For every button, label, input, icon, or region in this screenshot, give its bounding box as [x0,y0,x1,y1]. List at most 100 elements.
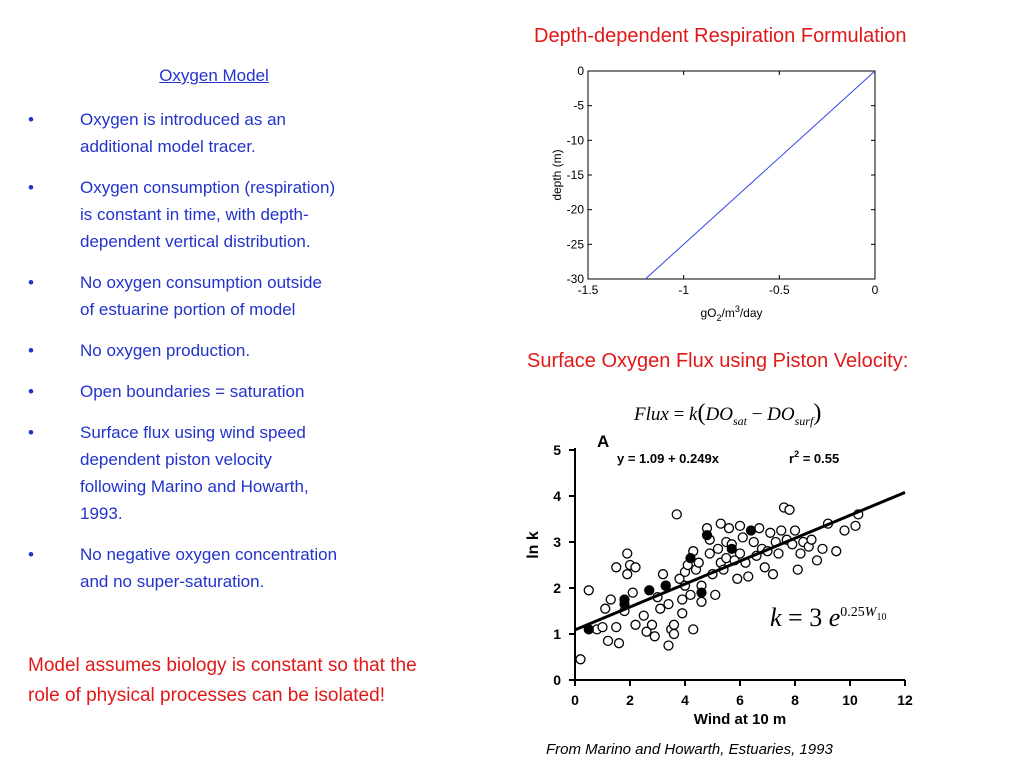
open-data-point [850,520,861,532]
scatter-y-tick-label: 0 [553,672,561,688]
open-data-point [668,619,680,630]
open-data-point [583,585,594,596]
open-data-point [638,610,649,621]
conclusion-text: Model assumes biology is constant so tha… [28,655,417,706]
open-data-point [704,548,715,559]
bullet-item: • Open boundaries = saturation [28,378,400,405]
scatter-y-tick-label: 4 [553,488,561,504]
open-data-point [655,603,666,614]
open-data-point [622,548,633,559]
open-data-point [767,569,779,580]
open-data-point [646,619,658,630]
open-data-point [677,608,688,619]
open-data-point [773,548,784,559]
open-data-point [605,594,616,605]
open-data-point [611,621,622,633]
bullet-item: • Oxygen consumption (respiration) is cons… [28,174,400,255]
open-data-point [575,654,586,665]
open-data-point [600,603,611,614]
bullet-item: • Oxygen is introduced as an additional mo… [28,106,400,160]
scatter-y-tick-label: 2 [553,580,561,596]
depth-plot-frame [587,70,876,280]
scatter-x-tick-label: 8 [791,692,799,708]
r-squared-label: r2 = 0.55 [789,449,839,466]
filled-data-point [726,543,737,555]
open-data-point [693,557,704,568]
scatter-y-tick-label: 5 [553,442,561,458]
open-data-point [734,520,746,532]
oxygen-model-heading: Oxygen Model [159,66,269,85]
depth-x-axis-label: gO2/m3/day [700,304,762,323]
depth-y-tick-label: -30 [567,272,585,286]
scatter-x-tick-label: 12 [897,692,913,708]
bullet-dot: • [28,341,34,360]
bullet-dot: • [28,382,34,401]
filled-data-point [745,525,757,536]
filled-data-point [696,587,707,598]
open-data-point [721,552,732,564]
scatter-y-tick-label: 3 [553,534,561,550]
open-data-point [696,596,707,607]
depth-profile-chart: -1.5 -1 -0.5 0 0 -5 -10 -15 -20 -25 -30 gO2/m3/day… [550,64,879,323]
open-data-point [759,562,770,573]
open-data-point [657,569,669,580]
citation: From Marino and Howarth, Estuaries, 1993 [546,741,833,758]
open-data-point [597,621,608,633]
open-data-point [715,518,726,529]
open-data-point [732,573,743,584]
bullet-item: • No negative oxygen concentration and no … [28,541,400,595]
open-data-point [649,631,660,642]
depth-x-tick-label: -1.5 [578,283,599,297]
filled-data-point [685,552,696,564]
open-data-point [688,624,699,635]
filled-data-point [644,585,655,596]
bullet-list: • Oxygen is introduced as an additional mo… [28,106,400,609]
depth-chart-title: Depth-dependent Respiration Formulation [534,25,907,47]
open-data-point [712,543,724,555]
open-data-point [671,509,682,520]
open-data-point [839,525,850,536]
panel-label: A [597,432,609,451]
open-data-point [795,548,806,559]
scatter-x-tick-label: 4 [681,692,689,708]
open-data-point [630,562,641,573]
depth-y-tick-label: -5 [573,99,584,113]
scatter-x-tick-label: 10 [842,692,858,708]
depth-y-axis-label: depth (m) [550,149,564,200]
open-data-point [677,594,688,605]
flux-title: Surface Oxygen Flux using Piston Velocit… [527,350,909,372]
depth-x-tick-label: -0.5 [769,283,790,297]
filled-data-point [660,580,671,591]
open-data-point [817,543,828,555]
open-data-point [792,564,803,575]
open-data-point [685,589,696,601]
open-data-point [668,628,680,640]
open-data-point [776,525,787,536]
open-data-point [737,532,748,543]
regression-equation: y = 1.09 + 0.249x [617,451,720,466]
respiration-profile-line [645,70,876,280]
scatter-y-axis-label: ln k [525,531,542,559]
open-data-point [789,525,801,536]
open-data-point [602,635,614,647]
scatter-x-axis-label: Wind at 10 m [694,711,786,728]
open-data-point [831,546,842,557]
bullet-dot: • [28,178,34,197]
depth-x-tick-label: 0 [872,283,879,297]
open-data-point [674,573,685,584]
regression-line [574,491,906,632]
filled-data-point [701,529,713,541]
depth-y-tick-label: 0 [577,64,584,78]
open-data-point [784,504,795,515]
open-data-point [765,527,776,538]
bullet-item: • Surface flux using wind speed dependent … [28,419,400,527]
open-data-point [613,638,625,649]
scatter-x-tick-label: 2 [626,692,634,708]
scatter-y-tick-label: 1 [553,626,561,642]
bullet-dot: • [28,110,34,129]
bullet-dot: • [28,545,34,564]
depth-y-tick-label: -10 [567,133,585,147]
open-data-point [754,523,765,534]
open-data-point [743,571,754,582]
